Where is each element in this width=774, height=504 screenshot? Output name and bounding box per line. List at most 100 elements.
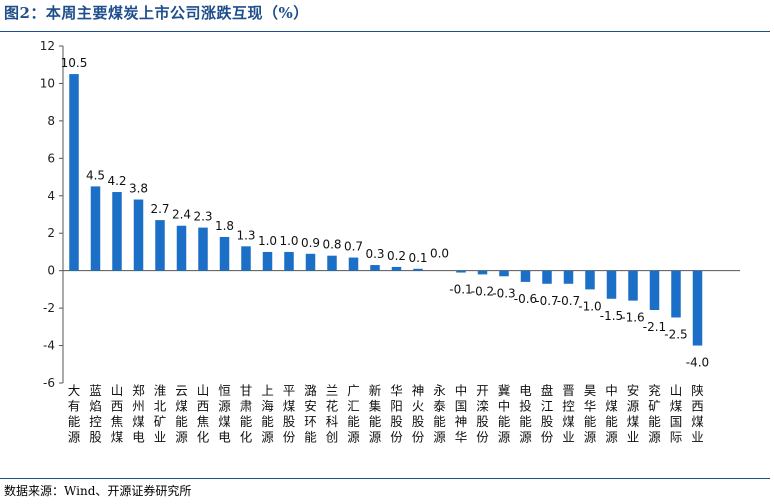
bar	[176, 225, 187, 271]
category-label: 神火股份	[412, 383, 425, 445]
bar	[241, 246, 251, 271]
value-label: 3.8	[129, 182, 148, 196]
value-label: 0.3	[365, 247, 384, 261]
bar	[499, 270, 509, 277]
category-label: 山西焦煤	[111, 383, 124, 445]
bar	[477, 270, 488, 275]
value-label: 1.8	[215, 219, 234, 233]
value-label: 0.7	[344, 240, 363, 254]
y-tick-label: 6	[47, 151, 55, 165]
value-label: 0.2	[387, 249, 406, 263]
bar	[327, 255, 337, 271]
bar	[606, 270, 617, 299]
bar	[520, 270, 531, 282]
value-label: 10.5	[61, 56, 88, 70]
y-tick-label: -2	[43, 301, 55, 315]
bar	[370, 265, 380, 271]
value-label: 4.2	[107, 174, 126, 188]
y-tick-label: -6	[43, 376, 55, 390]
value-label: -0.3	[492, 286, 515, 300]
category-label: 陕西煤业	[691, 383, 704, 445]
bar	[585, 270, 595, 290]
category-label: 上海能源	[261, 383, 274, 445]
bar	[692, 270, 703, 346]
chart-title: 图2：本周主要煤炭上市公司涨跌互现（%）	[4, 4, 309, 22]
y-tick-label: -4	[43, 339, 55, 353]
bar	[391, 266, 402, 271]
category-label: 云煤能源	[175, 383, 188, 445]
y-tick-label: 0	[47, 264, 55, 278]
footer-divider	[0, 478, 770, 479]
category-label: 兰花科创	[326, 383, 339, 445]
y-tick-label: 4	[47, 189, 55, 203]
value-label: -1.0	[578, 299, 601, 313]
value-label: 1.0	[258, 234, 277, 248]
category-label: 大有能源	[68, 383, 81, 445]
category-label: 中国神华	[455, 383, 468, 445]
category-label: 昊华能源	[584, 383, 597, 445]
value-label: 0.9	[301, 236, 320, 250]
category-label: 潞安环能	[304, 383, 317, 445]
value-label: -2.5	[664, 327, 687, 341]
bar	[542, 270, 552, 284]
value-label: 2.4	[172, 208, 191, 222]
bar	[649, 270, 660, 310]
category-label: 淮北矿业	[154, 383, 167, 445]
bar	[90, 186, 101, 271]
bar	[563, 270, 574, 284]
bar	[133, 199, 144, 271]
category-label: 恒源煤电	[218, 383, 231, 445]
bar	[198, 227, 208, 271]
source-note: 数据来源：Wind、开源证券研究所	[4, 484, 192, 498]
bar	[112, 192, 122, 271]
category-label: 安源煤业	[627, 383, 640, 445]
category-label: 电投能源	[519, 383, 532, 445]
bar	[284, 251, 294, 271]
category-label: 晋控煤业	[562, 383, 575, 445]
value-label: 0.1	[408, 251, 427, 265]
y-tick-label: 2	[47, 226, 55, 240]
category-label: 新集能源	[369, 383, 382, 445]
category-label: 山西焦化	[197, 383, 210, 445]
value-label: -1.6	[621, 311, 644, 325]
value-label: -0.6	[514, 292, 537, 306]
y-tick-label: 8	[47, 114, 55, 128]
value-label: -4.0	[686, 356, 709, 370]
category-label: 华阳股份	[390, 383, 403, 445]
value-label: -0.1	[449, 283, 472, 297]
bar	[219, 236, 230, 271]
bar	[348, 257, 359, 271]
value-label: -1.5	[600, 309, 623, 323]
category-label: 郑州煤电	[132, 383, 145, 445]
bar	[262, 251, 273, 271]
value-label: -0.7	[557, 294, 580, 308]
category-label: 永泰能源	[433, 383, 446, 445]
category-label: 盘江股份	[541, 383, 554, 445]
category-label: 广汇能源	[347, 383, 360, 445]
bar	[69, 74, 79, 271]
value-label: -0.2	[471, 284, 494, 298]
category-label: 开滦股份	[476, 383, 489, 445]
category-label: 中煤能源	[605, 383, 618, 445]
bar	[413, 268, 423, 271]
value-label: 4.5	[86, 168, 105, 182]
bar	[456, 270, 466, 273]
category-label: 甘肃能化	[240, 383, 253, 445]
category-label: 兖矿能源	[648, 383, 661, 445]
value-label: -0.7	[535, 294, 558, 308]
value-label: 0.0	[430, 247, 449, 261]
value-label: 1.0	[279, 234, 298, 248]
category-label: 平煤股份	[283, 383, 296, 445]
bar	[305, 253, 316, 271]
y-tick-label: 10	[40, 76, 55, 90]
value-label: 1.3	[236, 228, 255, 242]
y-tick-label: 12	[40, 39, 55, 53]
bar	[628, 270, 638, 301]
value-label: 0.8	[322, 238, 341, 252]
value-label: 2.3	[193, 210, 212, 224]
category-label: 蓝焰控股	[89, 383, 102, 445]
title-divider	[0, 31, 770, 32]
value-label: 2.7	[150, 202, 169, 216]
bar	[671, 270, 681, 318]
category-label: 山煤国际	[670, 383, 683, 445]
